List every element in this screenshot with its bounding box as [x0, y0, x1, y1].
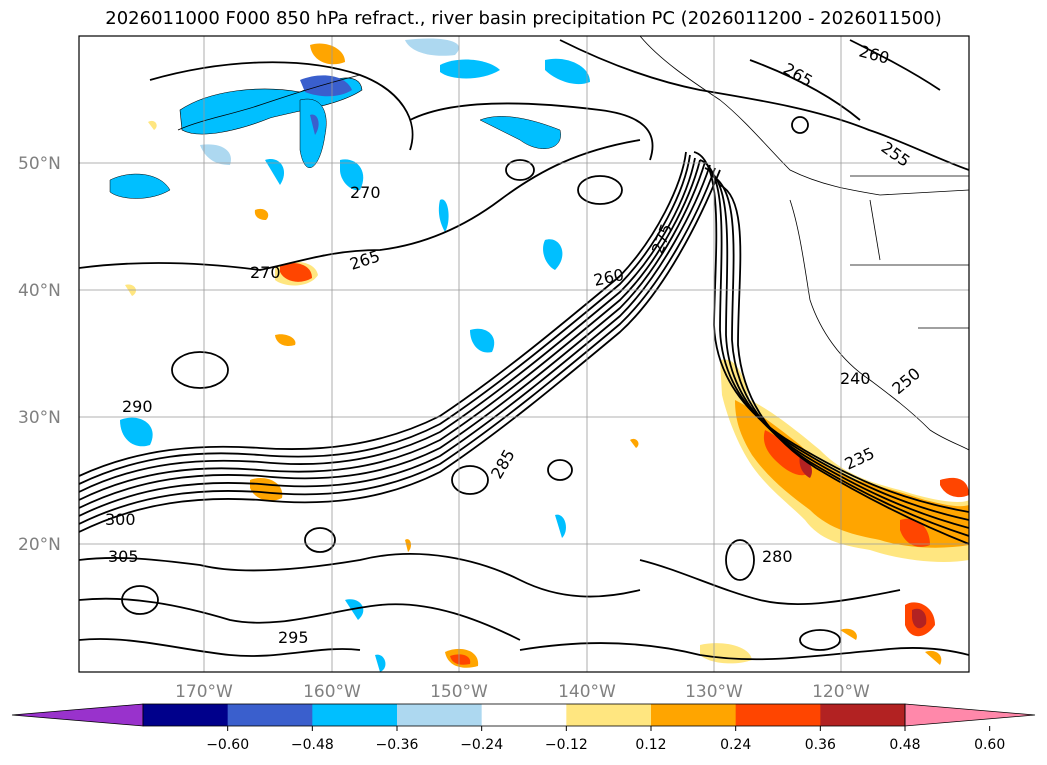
colorbar-tick-label: 0.36	[805, 737, 836, 753]
colorbar-segment	[143, 704, 229, 726]
colorbar-segment	[397, 704, 483, 726]
lat-label: 40°N	[18, 281, 61, 301]
lon-label: 130°W	[685, 682, 743, 702]
lat-label: 30°N	[18, 408, 61, 428]
colorbar-tick-label: −0.36	[376, 737, 419, 753]
colorbar-tick-label: −0.12	[545, 737, 588, 753]
colorbar-segment	[735, 704, 821, 726]
lat-label: 20°N	[18, 535, 61, 555]
contour-label: 240	[840, 369, 871, 388]
colorbar-tick-label: −0.60	[206, 737, 249, 753]
colorbar-extend-high	[904, 703, 1036, 727]
colorbar-segment	[651, 704, 737, 726]
graticule	[79, 36, 969, 672]
contour-label: 290	[122, 397, 153, 416]
map-title: 2026011000 F000 850 hPa refract., river …	[105, 8, 942, 29]
coastline-layer	[177, 36, 969, 451]
contour-label: 270	[350, 183, 381, 202]
shading-layer	[109, 38, 969, 672]
lat-label: 50°N	[18, 154, 61, 174]
colorbar-tick-label: −0.48	[291, 737, 334, 753]
colorbar-segment	[820, 704, 906, 726]
longitude-labels: 170°W 160°W 150°W 140°W 130°W 120°W	[175, 682, 870, 702]
colorbar-tick-label: 0.48	[889, 737, 920, 753]
lon-label: 120°W	[812, 682, 870, 702]
contour-label: 295	[278, 628, 309, 647]
lon-label: 170°W	[175, 682, 233, 702]
colorbar-tick-label: 0.12	[635, 737, 666, 753]
colorbar-segment	[566, 704, 652, 726]
latitude-labels: 50°N 40°N 30°N 20°N	[18, 154, 61, 555]
lon-label: 160°W	[303, 682, 361, 702]
colorbar-tick-label: 0.24	[720, 737, 751, 753]
contour-label: 300	[105, 510, 136, 529]
colorbar-extend-low	[11, 703, 144, 727]
lon-label: 140°W	[558, 682, 616, 702]
colorbar-segment	[481, 704, 567, 726]
contour-label: 305	[108, 547, 139, 566]
contour-label: 280	[762, 547, 793, 566]
colorbar-outline	[142, 703, 906, 727]
contour-label: 270	[250, 263, 281, 282]
colorbar: −0.60 −0.48 −0.36 −0.24 −0.12 0.12 0.24 0.36 0.4…	[11, 703, 1036, 753]
colorbar-tick-label: 0.60	[974, 737, 1005, 753]
colorbar-segment	[312, 704, 398, 726]
lon-label: 150°W	[430, 682, 488, 702]
colorbar-tick-label: −0.24	[460, 737, 503, 753]
contour-layer	[79, 39, 969, 661]
colorbar-segment	[227, 704, 313, 726]
map-frame	[78, 35, 970, 673]
